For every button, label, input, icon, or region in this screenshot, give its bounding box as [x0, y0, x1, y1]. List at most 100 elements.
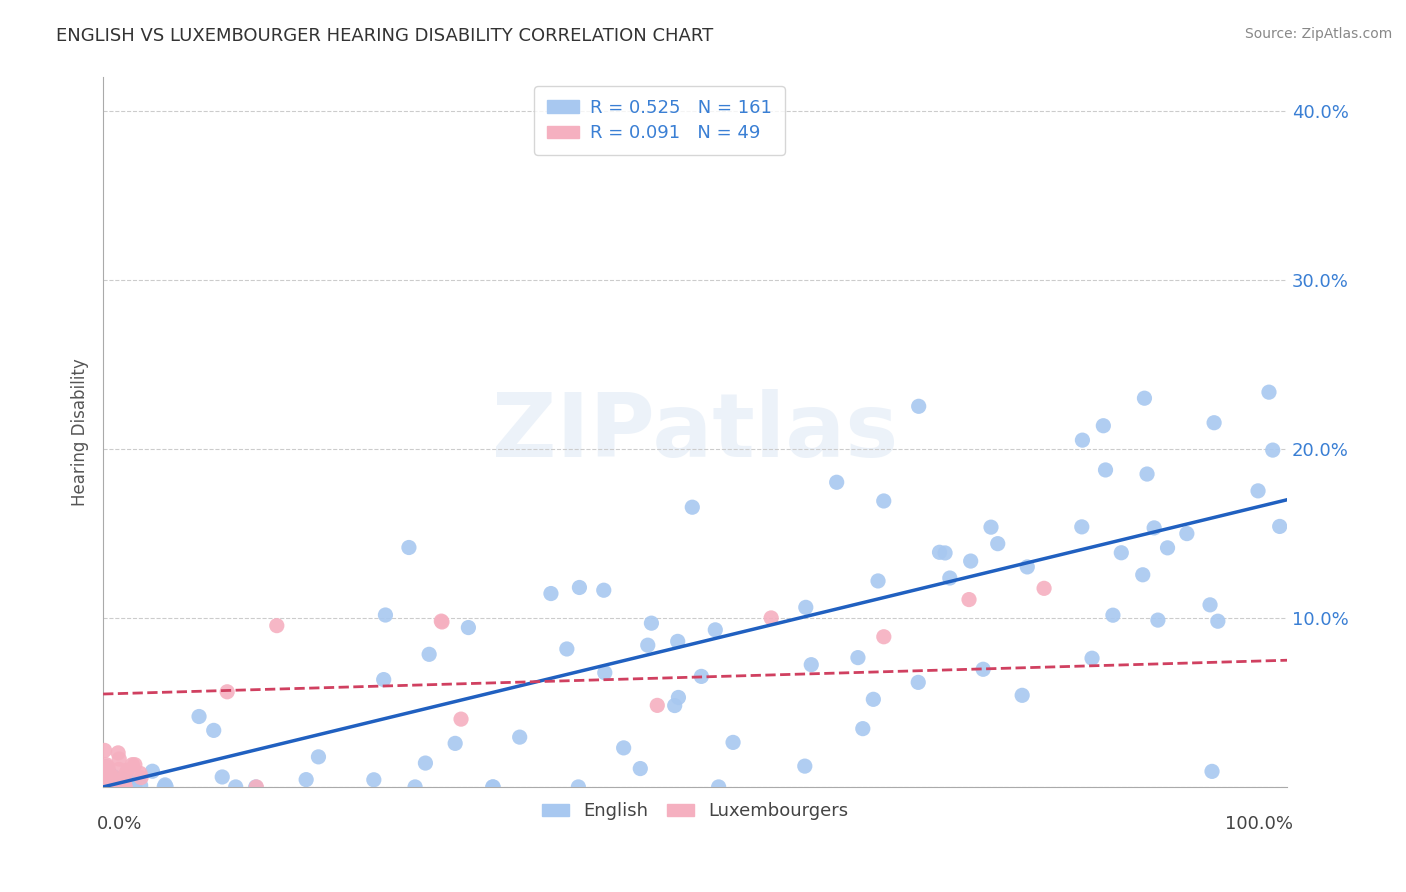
Point: [482, 780, 505, 794]
Point: [555, 642, 578, 657]
Point: [1071, 433, 1094, 447]
Point: [430, 614, 453, 628]
Point: [1033, 582, 1056, 596]
Point: [114, 768, 136, 782]
Point: [509, 730, 531, 744]
Point: [111, 775, 134, 789]
Point: [129, 779, 152, 793]
Point: [1132, 567, 1154, 582]
Point: [1070, 520, 1092, 534]
Point: [98, 777, 121, 791]
Point: [592, 583, 614, 598]
Point: [93, 743, 115, 757]
Point: [721, 735, 744, 749]
Point: [540, 586, 562, 600]
Point: [907, 400, 929, 414]
Point: [100, 778, 122, 792]
Point: [664, 698, 686, 713]
Point: [118, 775, 141, 789]
Point: [1081, 651, 1104, 665]
Point: [97, 777, 120, 791]
Point: [114, 776, 136, 790]
Point: [97, 776, 120, 790]
Point: [96, 769, 118, 783]
Text: ZIPatlas: ZIPatlas: [492, 389, 898, 475]
Text: 100.0%: 100.0%: [1225, 815, 1294, 833]
Point: [141, 764, 163, 779]
Point: [115, 774, 138, 789]
Point: [117, 776, 139, 790]
Point: [100, 769, 122, 783]
Point: [800, 657, 823, 672]
Point: [1011, 689, 1033, 703]
Point: [1261, 443, 1284, 458]
Point: [1199, 598, 1222, 612]
Point: [103, 777, 125, 791]
Point: [1111, 546, 1133, 560]
Point: [100, 779, 122, 793]
Point: [114, 780, 136, 794]
Point: [107, 774, 129, 789]
Point: [97, 776, 120, 790]
Point: [94, 777, 117, 791]
Point: [108, 763, 131, 777]
Point: [129, 766, 152, 780]
Point: [117, 763, 139, 777]
Point: [153, 780, 176, 794]
Point: [97, 777, 120, 791]
Point: [114, 778, 136, 792]
Point: [100, 772, 122, 786]
Point: [1156, 541, 1178, 555]
Point: [415, 756, 437, 770]
Point: [363, 772, 385, 787]
Point: [98, 769, 121, 783]
Point: [93, 777, 115, 791]
Point: [93, 776, 115, 790]
Point: [93, 780, 115, 794]
Point: [100, 770, 122, 784]
Point: [1247, 483, 1270, 498]
Point: [103, 779, 125, 793]
Point: [94, 775, 117, 789]
Point: [93, 772, 115, 787]
Point: [94, 767, 117, 781]
Point: [1143, 521, 1166, 535]
Point: [104, 772, 127, 786]
Point: [118, 780, 141, 794]
Point: [98, 766, 121, 780]
Point: [628, 762, 651, 776]
Point: [107, 746, 129, 760]
Point: [98, 774, 121, 789]
Point: [862, 692, 884, 706]
Point: [1147, 613, 1170, 627]
Point: [94, 759, 117, 773]
Point: [100, 775, 122, 789]
Point: [93, 775, 115, 789]
Point: [593, 665, 616, 680]
Point: [103, 770, 125, 784]
Point: [972, 662, 994, 676]
Text: 0.0%: 0.0%: [97, 815, 142, 833]
Point: [457, 621, 479, 635]
Point: [100, 776, 122, 790]
Point: [124, 779, 146, 793]
Point: [93, 776, 115, 790]
Point: [124, 757, 146, 772]
Point: [93, 775, 115, 789]
Point: [120, 775, 142, 789]
Point: [101, 779, 124, 793]
Point: [93, 772, 115, 786]
Point: [100, 774, 122, 789]
Point: [225, 780, 247, 794]
Point: [873, 630, 896, 644]
Point: [101, 778, 124, 792]
Point: [568, 581, 591, 595]
Point: [645, 698, 668, 713]
Point: [100, 776, 122, 790]
Point: [101, 772, 124, 786]
Point: [295, 772, 318, 787]
Point: [1258, 385, 1281, 400]
Point: [96, 770, 118, 784]
Point: [108, 776, 131, 790]
Point: [114, 779, 136, 793]
